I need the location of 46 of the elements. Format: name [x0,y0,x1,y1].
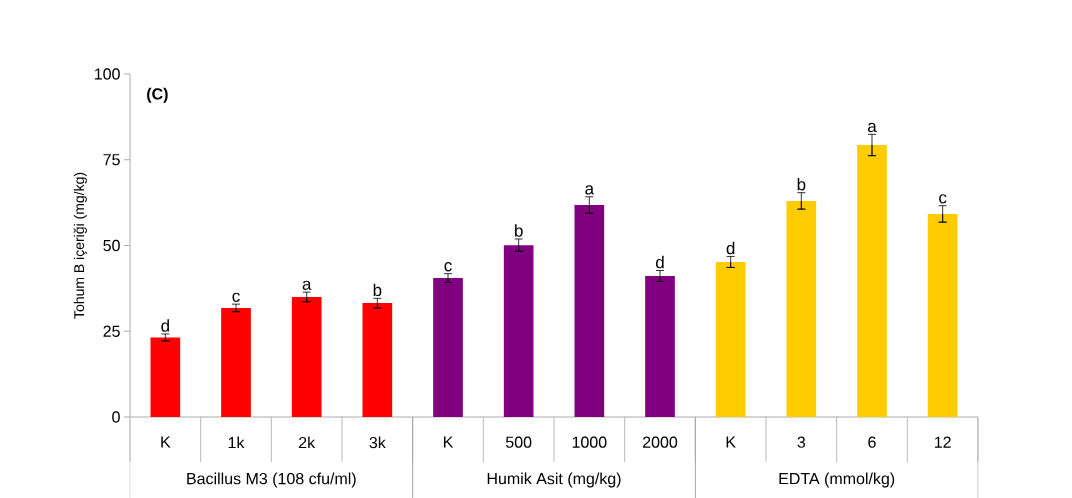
bar [857,144,887,417]
bar [574,205,605,417]
bar [503,245,534,417]
bar [927,213,958,417]
annotation: (C) [147,87,168,103]
y-tick-label: 0 [112,411,120,423]
y-tick-label: 100 [95,68,120,80]
x-tick-label: 3 [797,436,806,448]
y-tick-label: 50 [103,239,120,252]
x-tick-label: K [161,436,171,448]
x-tick-label: 6 [868,436,876,448]
text: Humik Asit (mg/kg) [487,472,621,488]
bar [786,200,817,417]
data-label: d [726,241,735,255]
data-label: a [867,122,877,133]
data-label: c [444,262,452,272]
bar [645,276,675,417]
x-tick-label: 500 [505,436,532,448]
x-tick-label: K [726,436,736,448]
x-tick-label: 1000 [572,436,607,448]
data-label: d [161,319,169,332]
bar [715,261,746,417]
data-label: c [939,194,947,204]
x-tick-label: 3k [369,436,386,449]
x-tick-label: 12 [934,436,951,448]
bar [433,278,463,417]
x-tick-label: 2000 [643,436,678,448]
y-tick-label: 25 [103,325,120,337]
y-tick-label: 75 [103,154,120,166]
text: Bacillus M3 (108 cfu/ml) [187,472,356,488]
data-label: b [797,177,806,191]
data-label: a [585,185,595,195]
bar [221,307,251,417]
x-tick-label: K [443,436,454,448]
bar [362,303,393,417]
data-label: b [373,283,382,297]
data-label: d [656,255,664,269]
bar [150,337,181,417]
y-axis-title: Tohum B içeriği (mg/kg) [73,172,87,319]
data-label: a [302,280,312,290]
x-tick-label: 2k [299,436,316,449]
data-label: c [232,292,240,302]
bar [291,296,322,417]
data-label: b [515,224,523,237]
text: EDTA (mmol/kg) [779,472,895,488]
x-tick-label: 1k [228,436,245,449]
